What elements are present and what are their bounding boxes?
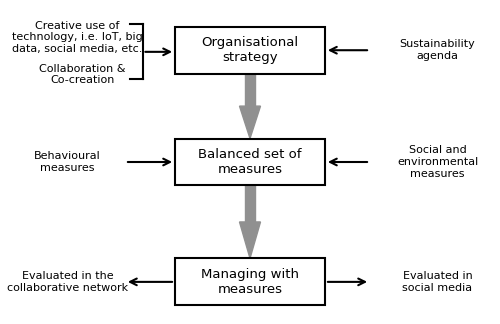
Text: Organisational
strategy: Organisational strategy — [202, 36, 298, 64]
Text: Managing with
measures: Managing with measures — [201, 268, 299, 296]
Polygon shape — [240, 106, 260, 139]
Text: Evaluated in
social media: Evaluated in social media — [402, 271, 472, 293]
Text: Collaboration &
Co-creation: Collaboration & Co-creation — [39, 64, 126, 85]
Text: Sustainability
agenda: Sustainability agenda — [400, 40, 475, 61]
FancyBboxPatch shape — [175, 27, 325, 74]
Text: Balanced set of
measures: Balanced set of measures — [198, 148, 302, 176]
FancyBboxPatch shape — [175, 139, 325, 185]
Polygon shape — [244, 185, 256, 222]
Text: Social and
environmental
measures: Social and environmental measures — [397, 145, 478, 179]
Text: Behavioural
measures: Behavioural measures — [34, 151, 101, 173]
Text: Evaluated in the
collaborative network: Evaluated in the collaborative network — [7, 271, 128, 293]
Text: Creative use of
technology, i.e. IoT, big
data, social media, etc.: Creative use of technology, i.e. IoT, bi… — [12, 21, 143, 54]
Polygon shape — [240, 222, 260, 259]
FancyBboxPatch shape — [175, 259, 325, 305]
Polygon shape — [244, 74, 256, 106]
